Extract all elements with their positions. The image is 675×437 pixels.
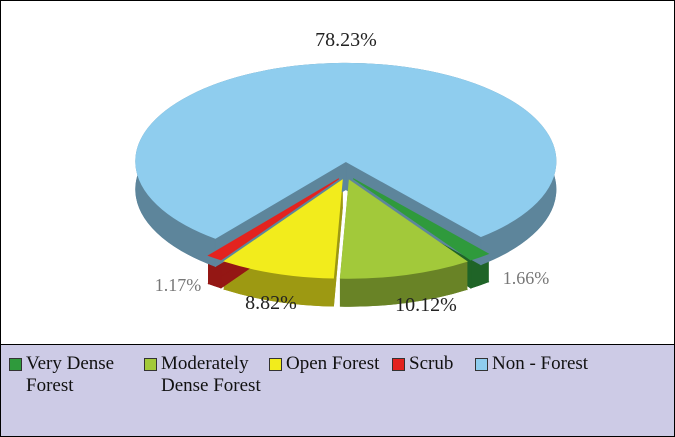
- slice: [352, 178, 490, 261]
- legend-item: Open Forest: [269, 353, 392, 436]
- plot-area: 1.66% 10.12% 8.82% 1.17% 78.23%: [1, 1, 674, 345]
- data-label: 78.23%: [315, 29, 377, 51]
- legend-item: Very Dense Forest: [9, 353, 144, 436]
- legend-label: Non - Forest: [492, 353, 589, 374]
- legend: Very Dense Forest Moderately Dense Forest…: [1, 345, 674, 436]
- slice: [223, 179, 343, 279]
- legend-item: Scrub: [392, 353, 475, 436]
- data-label: 1.17%: [155, 275, 202, 295]
- legend-label: Very Dense Forest: [26, 353, 115, 396]
- data-label: 10.12%: [395, 294, 457, 316]
- slice: [339, 179, 468, 279]
- data-label: 8.82%: [245, 292, 297, 314]
- legend-item: Moderately Dense Forest: [144, 353, 269, 436]
- pie-chart: 1.66% 10.12% 8.82% 1.17% 78.23%: [135, 29, 557, 316]
- legend-swatch: [144, 358, 157, 371]
- legend-swatch: [9, 358, 22, 371]
- legend-item: Non - Forest: [475, 353, 595, 436]
- slice-tops: [135, 62, 557, 279]
- legend-label: Open Forest: [286, 353, 380, 374]
- legend-swatch: [475, 358, 488, 371]
- data-label: 1.66%: [503, 268, 550, 288]
- slice: [135, 62, 557, 239]
- legend-label: Moderately Dense Forest: [161, 353, 261, 396]
- legend-label: Scrub: [409, 353, 454, 374]
- legend-swatch: [392, 358, 405, 371]
- legend-swatch: [269, 358, 282, 371]
- slice: [207, 178, 340, 261]
